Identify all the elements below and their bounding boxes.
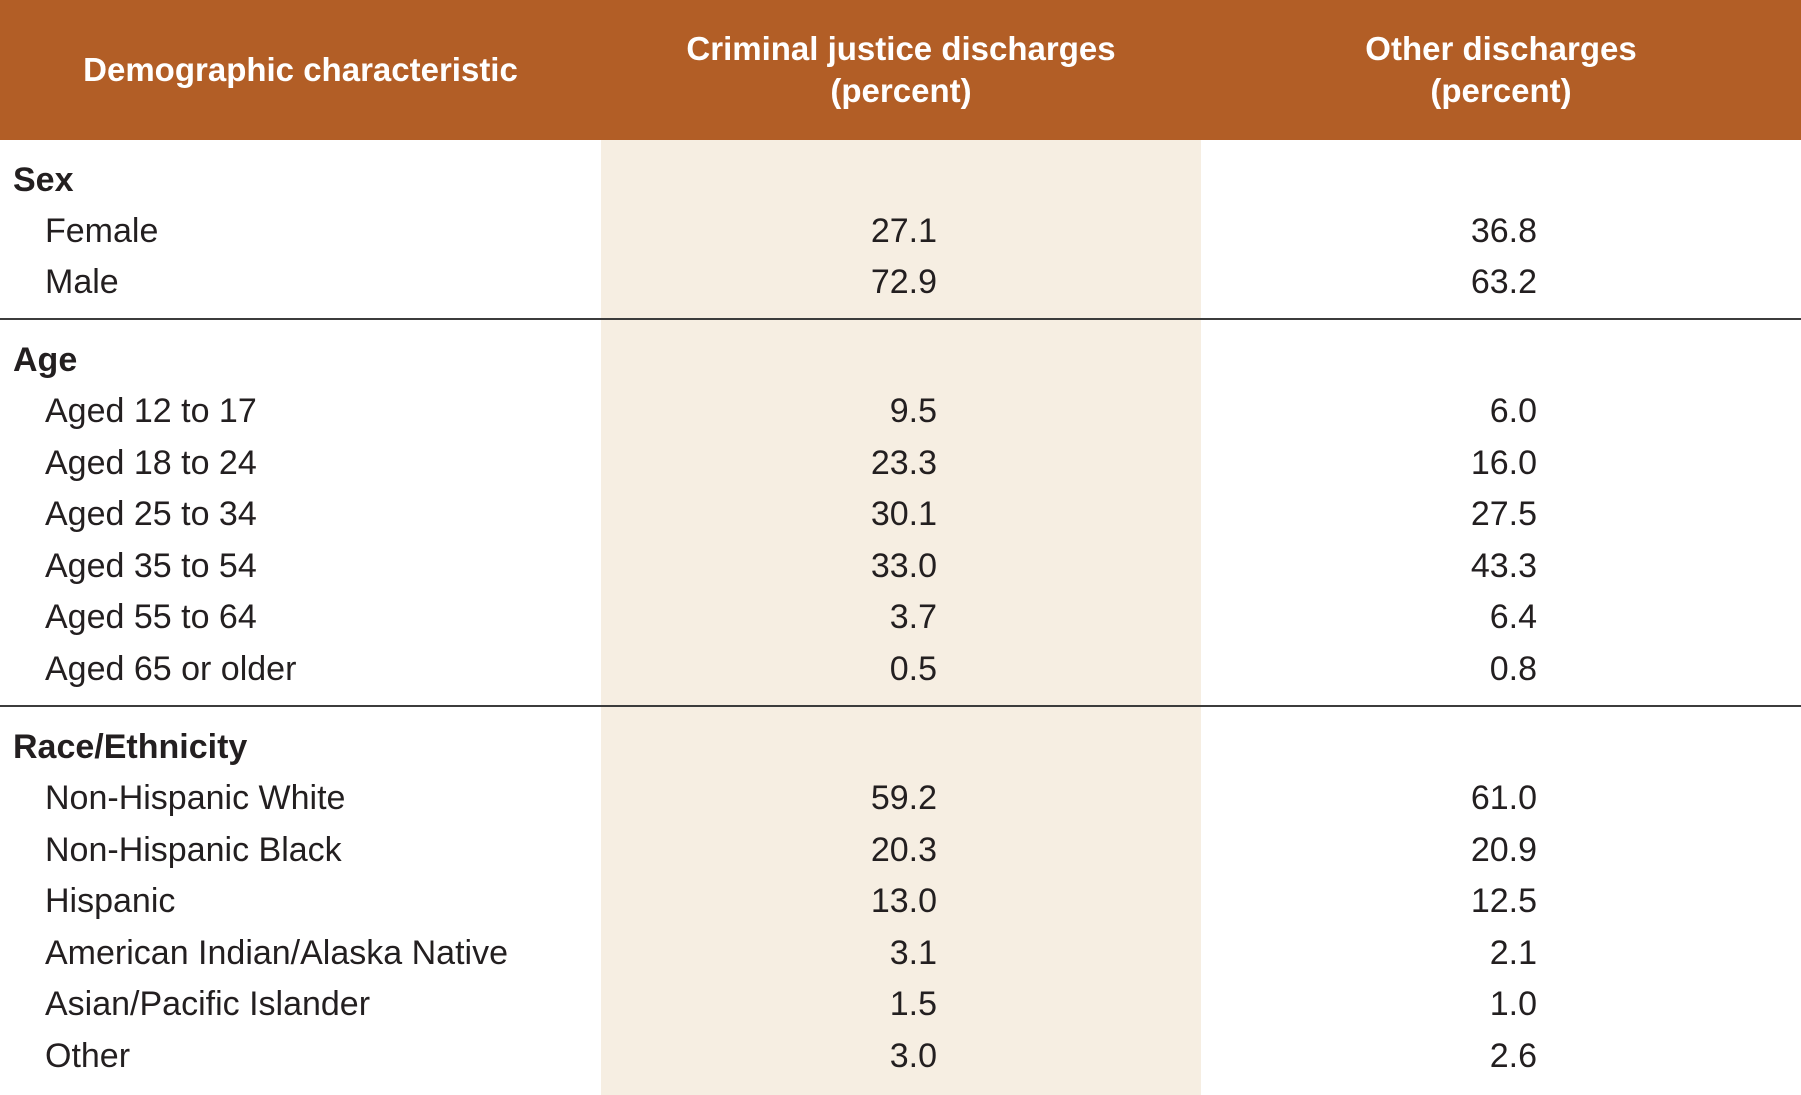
table-row: Other 3.0 2.6 [0, 1030, 1801, 1082]
criminal-justice-column-shading [601, 140, 1201, 1095]
row-label: Non-Hispanic Black [45, 831, 342, 869]
criminal-justice-value: 3.7 [889, 598, 937, 636]
other-value: 2.1 [1489, 934, 1537, 972]
section-divider [0, 705, 1801, 707]
header-criminal-justice-label: Criminal justice discharges [686, 30, 1116, 67]
row-label: Aged 18 to 24 [45, 444, 257, 482]
criminal-justice-value: 3.1 [889, 934, 937, 972]
criminal-justice-value: 13.0 [870, 882, 937, 920]
row-label: Aged 12 to 17 [45, 392, 257, 430]
row-label: Other [45, 1037, 131, 1075]
table-row: Asian/Pacific Islander 1.5 1.0 [0, 978, 1801, 1030]
section-title: Sex [13, 161, 74, 199]
row-label: Hispanic [45, 882, 176, 920]
row-label: Aged 55 to 64 [45, 598, 257, 636]
table-row: Male 72.9 63.2 [0, 256, 1801, 308]
row-label: Aged 35 to 54 [45, 547, 257, 585]
header-other-unit: (percent) [1430, 72, 1572, 109]
criminal-justice-value: 3.0 [889, 1037, 937, 1075]
table-row: Aged 65 or older 0.5 0.8 [0, 643, 1801, 695]
table-row: Aged 18 to 24 23.3 16.0 [0, 437, 1801, 489]
other-value: 36.8 [1470, 212, 1537, 250]
other-value: 63.2 [1470, 263, 1537, 301]
table-row: American Indian/Alaska Native 3.1 2.1 [0, 927, 1801, 979]
criminal-justice-value: 27.1 [870, 212, 937, 250]
table-row: Aged 25 to 34 30.1 27.5 [0, 488, 1801, 540]
table-row: Aged 55 to 64 3.7 6.4 [0, 591, 1801, 643]
section-title: Race/Ethnicity [13, 728, 248, 766]
section-header-race-ethnicity: Race/Ethnicity [0, 721, 1801, 773]
other-value: 61.0 [1470, 779, 1537, 817]
row-label: American Indian/Alaska Native [45, 934, 509, 972]
header-criminal-justice-discharges: Criminal justice discharges (percent) [601, 0, 1201, 140]
row-label: Aged 65 or older [45, 650, 297, 688]
table-row: Aged 12 to 17 9.5 6.0 [0, 385, 1801, 437]
criminal-justice-value: 59.2 [870, 779, 937, 817]
table-row: Non-Hispanic Black 20.3 20.9 [0, 824, 1801, 876]
row-label: Asian/Pacific Islander [45, 985, 371, 1023]
header-demographic-characteristic: Demographic characteristic [0, 0, 601, 140]
other-value: 27.5 [1470, 495, 1537, 533]
other-value: 43.3 [1470, 547, 1537, 585]
header-other-discharges: Other discharges (percent) [1201, 0, 1801, 140]
row-label: Non-Hispanic White [45, 779, 346, 817]
criminal-justice-value: 30.1 [870, 495, 937, 533]
other-value: 6.0 [1489, 392, 1537, 430]
header-other-label: Other discharges [1365, 30, 1637, 67]
table-row: Non-Hispanic White 59.2 61.0 [0, 772, 1801, 824]
table-row: Female 27.1 36.8 [0, 205, 1801, 257]
row-label: Female [45, 212, 159, 250]
other-value: 6.4 [1489, 598, 1537, 636]
criminal-justice-value: 9.5 [889, 392, 937, 430]
other-value: 20.9 [1470, 831, 1537, 869]
other-value: 1.0 [1489, 985, 1537, 1023]
header-criminal-justice-unit: (percent) [830, 72, 972, 109]
other-value: 16.0 [1470, 444, 1537, 482]
criminal-justice-value: 20.3 [870, 831, 937, 869]
other-value: 12.5 [1470, 882, 1537, 920]
criminal-justice-value: 72.9 [870, 263, 937, 301]
criminal-justice-value: 23.3 [870, 444, 937, 482]
table-row: Aged 35 to 54 33.0 43.3 [0, 540, 1801, 592]
other-value: 0.8 [1489, 650, 1537, 688]
section-header-age: Age [0, 334, 1801, 386]
criminal-justice-value: 1.5 [889, 985, 937, 1023]
row-label: Aged 25 to 34 [45, 495, 257, 533]
section-divider [0, 318, 1801, 320]
header-demographic-label: Demographic characteristic [83, 51, 518, 88]
other-value: 2.6 [1489, 1037, 1537, 1075]
table-header: Demographic characteristic Criminal just… [0, 0, 1801, 140]
criminal-justice-value: 33.0 [870, 547, 937, 585]
row-label: Male [45, 263, 119, 301]
criminal-justice-value: 0.5 [889, 650, 937, 688]
section-header-sex: Sex [0, 154, 1801, 206]
table-row: Hispanic 13.0 12.5 [0, 875, 1801, 927]
section-title: Age [13, 341, 78, 379]
